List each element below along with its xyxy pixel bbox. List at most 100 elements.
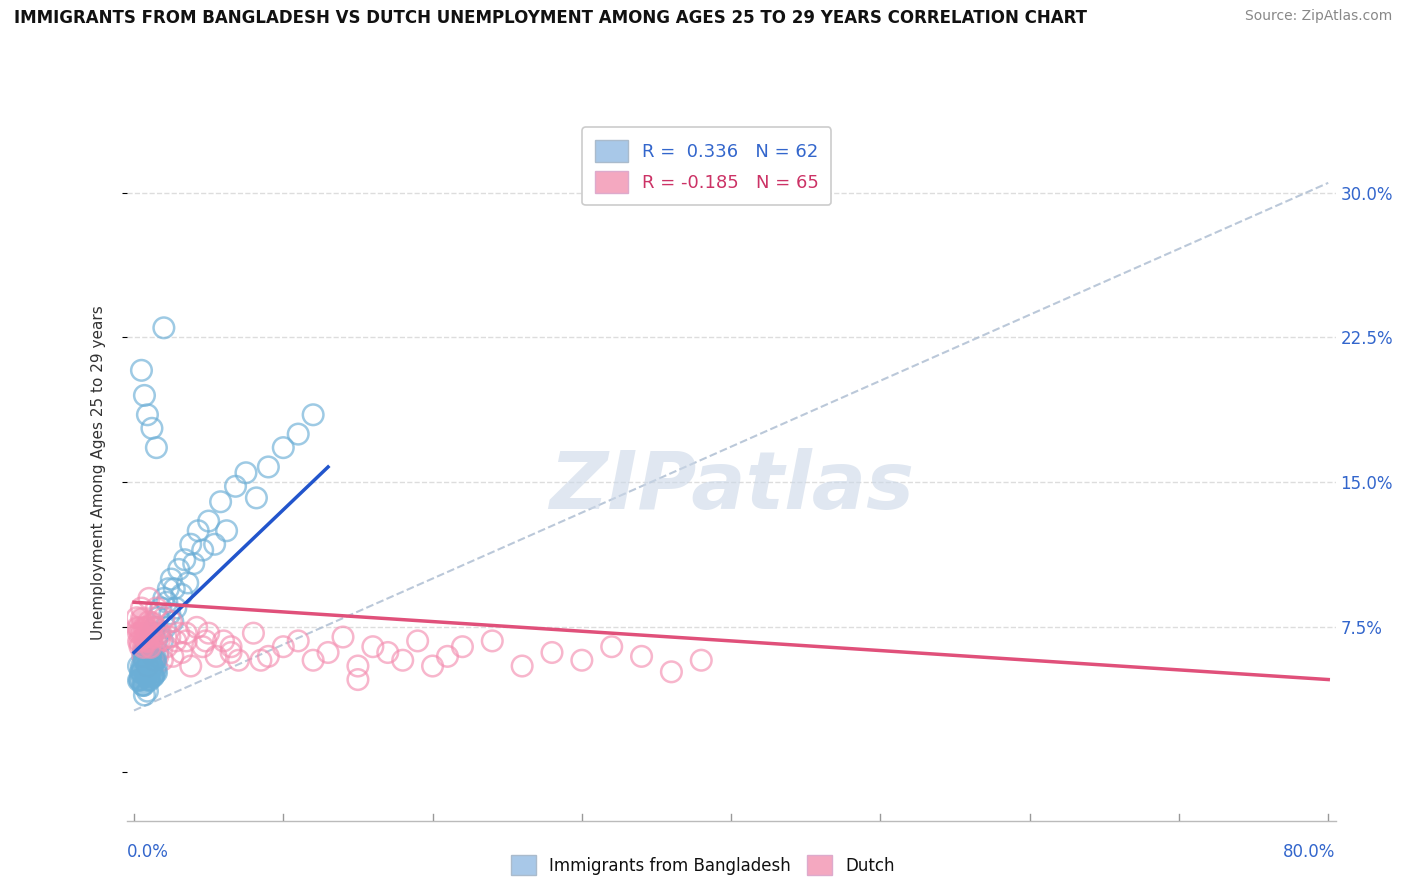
Point: [135, 640, 157, 654]
Point: [134, 388, 156, 402]
Point: [167, 626, 190, 640]
Point: [134, 630, 156, 644]
Point: [197, 626, 219, 640]
Point: [146, 611, 169, 625]
Point: [132, 649, 155, 664]
Point: [347, 659, 370, 673]
Point: [139, 640, 162, 654]
Text: 0.0%: 0.0%: [127, 843, 169, 861]
Point: [600, 640, 623, 654]
Point: [129, 665, 152, 679]
Point: [271, 640, 294, 654]
Point: [135, 633, 157, 648]
Point: [132, 640, 155, 654]
Point: [127, 626, 149, 640]
Point: [132, 646, 155, 660]
Point: [141, 630, 163, 644]
Point: [129, 626, 152, 640]
Text: 80.0%: 80.0%: [1284, 843, 1336, 861]
Point: [129, 640, 152, 654]
Point: [422, 659, 444, 673]
Point: [197, 514, 219, 528]
Point: [127, 673, 149, 687]
Point: [257, 460, 280, 475]
Point: [131, 363, 153, 377]
Point: [125, 620, 148, 634]
Point: [132, 678, 155, 692]
Point: [138, 591, 160, 606]
Point: [690, 653, 713, 667]
Point: [141, 640, 163, 654]
Point: [142, 669, 165, 683]
Point: [225, 479, 247, 493]
Point: [165, 601, 187, 615]
Point: [173, 552, 195, 567]
Point: [134, 688, 156, 702]
Point: [131, 601, 153, 615]
Point: [125, 611, 148, 625]
Point: [138, 615, 160, 629]
Point: [361, 640, 384, 654]
Point: [143, 653, 166, 667]
Point: [212, 633, 235, 648]
Point: [141, 659, 163, 673]
Point: [160, 615, 183, 629]
Point: [153, 611, 176, 625]
Point: [180, 537, 202, 551]
Point: [156, 595, 179, 609]
Point: [406, 633, 429, 648]
Point: [146, 649, 169, 664]
Point: [139, 653, 162, 667]
Point: [132, 649, 155, 664]
Point: [287, 633, 309, 648]
Point: [157, 582, 180, 596]
Point: [177, 576, 200, 591]
Point: [145, 633, 167, 648]
Point: [141, 659, 163, 673]
Point: [141, 615, 163, 629]
Point: [145, 665, 167, 679]
Text: ZIPatlas: ZIPatlas: [548, 448, 914, 525]
Point: [183, 557, 205, 571]
Point: [145, 441, 167, 455]
Point: [436, 649, 458, 664]
Point: [136, 408, 159, 422]
Point: [142, 640, 165, 654]
Point: [174, 633, 197, 648]
Text: IMMIGRANTS FROM BANGLADESH VS DUTCH UNEMPLOYMENT AMONG AGES 25 TO 29 YEARS CORRE: IMMIGRANTS FROM BANGLADESH VS DUTCH UNEM…: [14, 9, 1087, 27]
Point: [131, 611, 153, 625]
Point: [219, 640, 242, 654]
Point: [134, 620, 156, 634]
Point: [129, 673, 152, 687]
Point: [131, 665, 153, 679]
Point: [136, 659, 159, 673]
Point: [250, 653, 273, 667]
Point: [139, 646, 162, 660]
Point: [135, 669, 157, 683]
Point: [163, 582, 186, 596]
Point: [451, 640, 474, 654]
Point: [271, 441, 294, 455]
Point: [159, 607, 181, 621]
Point: [139, 630, 162, 644]
Point: [332, 630, 354, 644]
Point: [205, 649, 228, 664]
Point: [481, 633, 503, 648]
Point: [145, 659, 167, 673]
Point: [155, 620, 177, 634]
Point: [138, 673, 160, 687]
Point: [377, 646, 399, 660]
Point: [180, 659, 202, 673]
Point: [302, 653, 325, 667]
Point: [228, 653, 250, 667]
Point: [134, 653, 156, 667]
Text: Source: ZipAtlas.com: Source: ZipAtlas.com: [1244, 9, 1392, 23]
Point: [131, 659, 153, 673]
Point: [149, 626, 172, 640]
Point: [138, 673, 160, 687]
Point: [159, 630, 181, 644]
Point: [153, 321, 176, 335]
Point: [145, 620, 167, 634]
Point: [139, 649, 162, 664]
Point: [630, 649, 652, 664]
